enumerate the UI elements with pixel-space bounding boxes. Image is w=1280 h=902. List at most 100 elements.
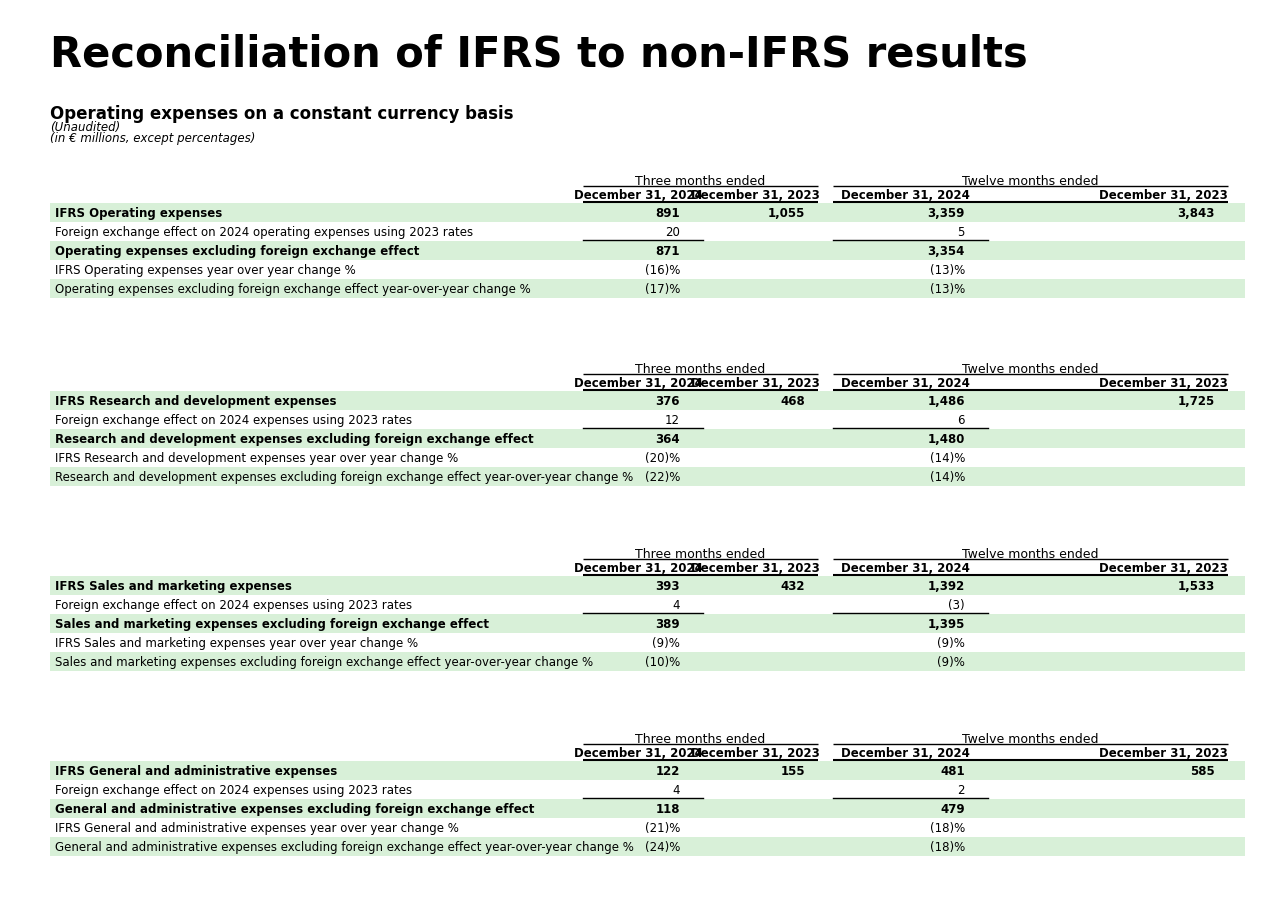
Text: 2: 2 xyxy=(957,783,965,796)
Bar xyxy=(50,242,1245,261)
Text: 155: 155 xyxy=(781,764,805,778)
Text: 585: 585 xyxy=(1190,764,1215,778)
Text: 481: 481 xyxy=(941,764,965,778)
Text: IFRS Research and development expenses: IFRS Research and development expenses xyxy=(55,394,337,408)
Bar xyxy=(50,410,1245,429)
Bar xyxy=(50,204,1245,223)
Bar xyxy=(50,614,1245,633)
Text: (21)%: (21)% xyxy=(645,821,680,834)
Text: Three months ended: Three months ended xyxy=(635,363,765,375)
Text: 376: 376 xyxy=(655,394,680,408)
Text: 1,392: 1,392 xyxy=(928,579,965,593)
Text: (22)%: (22)% xyxy=(645,471,680,483)
Text: (13)%: (13)% xyxy=(929,282,965,296)
Text: December 31, 2024: December 31, 2024 xyxy=(841,189,970,202)
Text: General and administrative expenses excluding foreign exchange effect: General and administrative expenses excl… xyxy=(55,802,534,815)
Text: Reconciliation of IFRS to non-IFRS results: Reconciliation of IFRS to non-IFRS resul… xyxy=(50,33,1028,75)
Text: 871: 871 xyxy=(655,244,680,258)
Text: December 31, 2024: December 31, 2024 xyxy=(573,376,703,390)
Text: Research and development expenses excluding foreign exchange effect: Research and development expenses exclud… xyxy=(55,433,534,446)
Text: December 31, 2023: December 31, 2023 xyxy=(1098,376,1228,390)
Text: Three months ended: Three months ended xyxy=(635,175,765,188)
Text: Three months ended: Three months ended xyxy=(635,548,765,560)
Text: IFRS Operating expenses year over year change %: IFRS Operating expenses year over year c… xyxy=(55,263,356,277)
Text: 1,725: 1,725 xyxy=(1178,394,1215,408)
Text: 393: 393 xyxy=(655,579,680,593)
Bar xyxy=(50,467,1245,486)
Text: 122: 122 xyxy=(655,764,680,778)
Text: (20)%: (20)% xyxy=(645,452,680,465)
Bar xyxy=(50,448,1245,467)
Text: Twelve months ended: Twelve months ended xyxy=(963,732,1098,745)
Text: December 31, 2024: December 31, 2024 xyxy=(573,189,703,202)
Text: 20: 20 xyxy=(666,226,680,239)
Bar xyxy=(50,576,1245,595)
Text: December 31, 2024: December 31, 2024 xyxy=(841,746,970,759)
Text: (in € millions, except percentages): (in € millions, except percentages) xyxy=(50,132,256,145)
Text: (9)%: (9)% xyxy=(937,655,965,668)
Text: 4: 4 xyxy=(672,598,680,612)
Text: (14)%: (14)% xyxy=(929,471,965,483)
Text: 468: 468 xyxy=(781,394,805,408)
Text: December 31, 2023: December 31, 2023 xyxy=(691,746,820,759)
Text: 3,354: 3,354 xyxy=(928,244,965,258)
Text: General and administrative expenses excluding foreign exchange effect year-over-: General and administrative expenses excl… xyxy=(55,840,634,853)
Text: Research and development expenses excluding foreign exchange effect year-over-ye: Research and development expenses exclud… xyxy=(55,471,634,483)
Text: 12: 12 xyxy=(666,413,680,427)
Text: Foreign exchange effect on 2024 operating expenses using 2023 rates: Foreign exchange effect on 2024 operatin… xyxy=(55,226,474,239)
Text: 6: 6 xyxy=(957,413,965,427)
Bar xyxy=(50,280,1245,299)
Text: (18)%: (18)% xyxy=(929,821,965,834)
Bar xyxy=(50,429,1245,448)
Text: (9)%: (9)% xyxy=(937,636,965,649)
Text: December 31, 2024: December 31, 2024 xyxy=(573,561,703,575)
Text: (17)%: (17)% xyxy=(645,282,680,296)
Text: December 31, 2023: December 31, 2023 xyxy=(1098,561,1228,575)
Text: 1,533: 1,533 xyxy=(1178,579,1215,593)
Text: IFRS Sales and marketing expenses year over year change %: IFRS Sales and marketing expenses year o… xyxy=(55,636,419,649)
Text: Twelve months ended: Twelve months ended xyxy=(963,175,1098,188)
Text: 3,359: 3,359 xyxy=(928,207,965,220)
Text: Twelve months ended: Twelve months ended xyxy=(963,548,1098,560)
Bar xyxy=(50,799,1245,818)
Text: 1,486: 1,486 xyxy=(928,394,965,408)
Text: (Unaudited): (Unaudited) xyxy=(50,121,120,133)
Text: December 31, 2023: December 31, 2023 xyxy=(691,189,820,202)
Text: 432: 432 xyxy=(781,579,805,593)
Text: Foreign exchange effect on 2024 expenses using 2023 rates: Foreign exchange effect on 2024 expenses… xyxy=(55,598,412,612)
Text: (10)%: (10)% xyxy=(645,655,680,668)
Text: 479: 479 xyxy=(941,802,965,815)
Text: 118: 118 xyxy=(655,802,680,815)
Text: (9)%: (9)% xyxy=(652,636,680,649)
Text: 1,480: 1,480 xyxy=(928,433,965,446)
Text: Sales and marketing expenses excluding foreign exchange effect: Sales and marketing expenses excluding f… xyxy=(55,617,489,630)
Text: Sales and marketing expenses excluding foreign exchange effect year-over-year ch: Sales and marketing expenses excluding f… xyxy=(55,655,593,668)
Text: Operating expenses excluding foreign exchange effect year-over-year change %: Operating expenses excluding foreign exc… xyxy=(55,282,531,296)
Text: 389: 389 xyxy=(655,617,680,630)
Text: (13)%: (13)% xyxy=(929,263,965,277)
Text: 364: 364 xyxy=(655,433,680,446)
Text: IFRS Research and development expenses year over year change %: IFRS Research and development expenses y… xyxy=(55,452,458,465)
Bar xyxy=(50,595,1245,614)
Text: 4: 4 xyxy=(672,783,680,796)
Text: December 31, 2024: December 31, 2024 xyxy=(841,561,970,575)
Text: 5: 5 xyxy=(957,226,965,239)
Bar xyxy=(50,780,1245,799)
Text: IFRS Sales and marketing expenses: IFRS Sales and marketing expenses xyxy=(55,579,292,593)
Text: Three months ended: Three months ended xyxy=(635,732,765,745)
Text: Operating expenses on a constant currency basis: Operating expenses on a constant currenc… xyxy=(50,105,513,123)
Text: Foreign exchange effect on 2024 expenses using 2023 rates: Foreign exchange effect on 2024 expenses… xyxy=(55,783,412,796)
Text: (24)%: (24)% xyxy=(645,840,680,853)
Text: December 31, 2023: December 31, 2023 xyxy=(691,376,820,390)
Text: 1,055: 1,055 xyxy=(768,207,805,220)
Text: December 31, 2024: December 31, 2024 xyxy=(573,746,703,759)
Bar xyxy=(50,818,1245,837)
Bar xyxy=(50,652,1245,671)
Text: Twelve months ended: Twelve months ended xyxy=(963,363,1098,375)
Bar xyxy=(50,761,1245,780)
Bar xyxy=(50,837,1245,856)
Text: 891: 891 xyxy=(655,207,680,220)
Text: Foreign exchange effect on 2024 expenses using 2023 rates: Foreign exchange effect on 2024 expenses… xyxy=(55,413,412,427)
Text: IFRS General and administrative expenses year over year change %: IFRS General and administrative expenses… xyxy=(55,821,458,834)
Bar xyxy=(50,261,1245,280)
